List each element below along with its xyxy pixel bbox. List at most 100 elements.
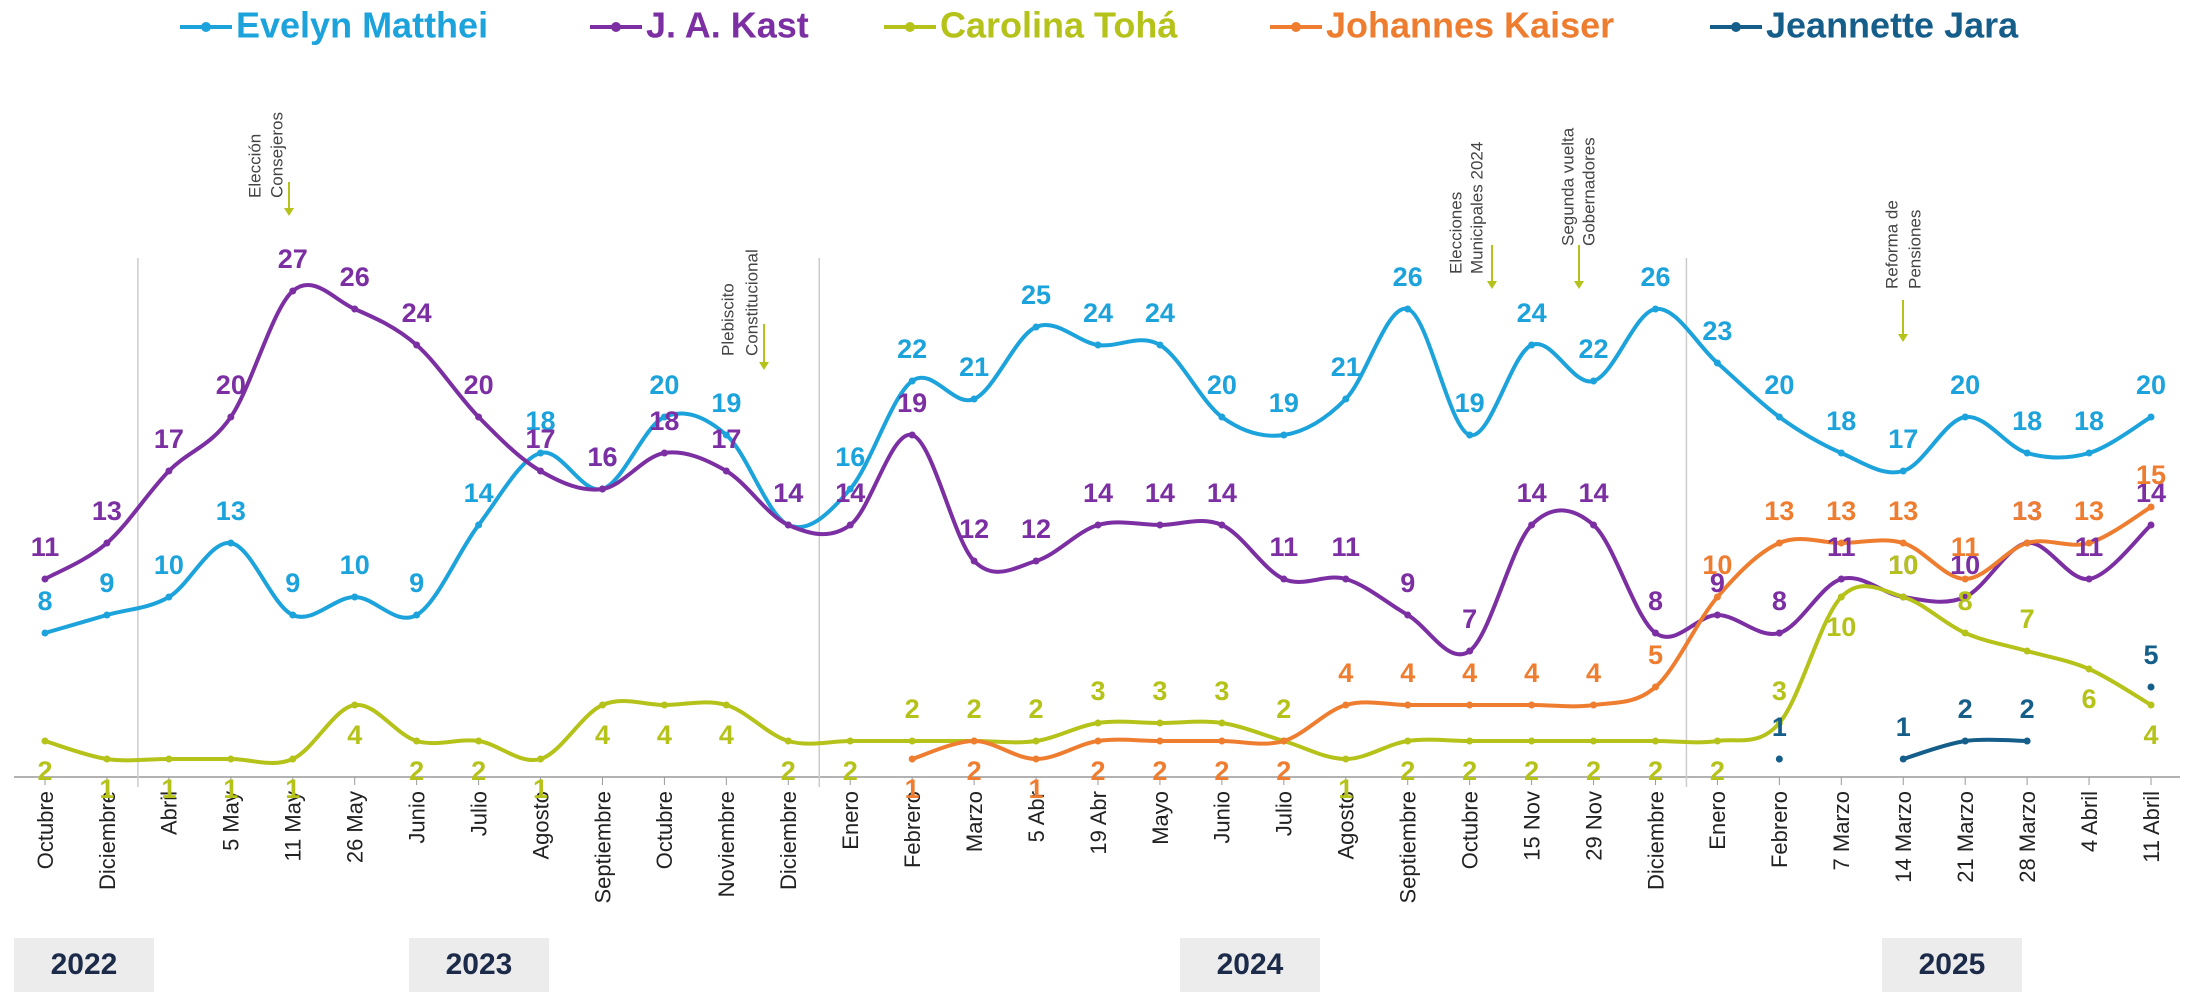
marker [2147,683,2155,691]
marker [722,467,730,475]
data-label: 11 [2075,532,2104,562]
marker [1961,737,1969,745]
annotation: Elecciones [1446,192,1465,274]
data-label: 2 [37,756,52,786]
marker [908,377,916,385]
x-tick-label: Mayo [1148,791,1173,845]
data-label: 8 [1772,586,1787,616]
data-label: 2 [843,756,858,786]
marker [1775,413,1783,421]
data-label: 1 [905,774,920,804]
data-label: 4 [1462,658,1477,688]
marker [1280,431,1288,439]
data-label: 10 [1826,612,1856,642]
annotation-arrowhead [759,362,769,370]
year-label: 2025 [1919,948,1986,981]
legend-marker [611,22,621,32]
data-label: 16 [587,442,617,472]
marker [413,341,421,349]
data-label: 2 [1586,756,1601,786]
marker [537,755,545,763]
marker [1837,449,1845,457]
marker [1961,629,1969,637]
data-label: 4 [1400,658,1415,688]
marker [1713,611,1721,619]
data-label: 2 [471,756,486,786]
x-tick-label: Diciembre [776,791,801,890]
marker [103,755,111,763]
data-label: 12 [1021,514,1051,544]
marker [1837,593,1845,601]
data-label: 25 [1021,280,1051,310]
marker [1590,701,1598,709]
marker [289,287,297,295]
marker [1218,719,1226,727]
data-label: 2 [905,694,920,724]
marker [475,521,483,529]
marker [1218,737,1226,745]
data-label: 5 [2143,640,2158,670]
marker [537,467,545,475]
marker [1713,359,1721,367]
x-tick-label: 7 Marzo [1829,791,1854,870]
marker [165,755,173,763]
annotation: Elección [245,134,264,198]
marker [846,521,854,529]
data-label: 15 [2136,460,2166,490]
legend-marker [905,22,915,32]
marker [2085,575,2093,583]
x-tick-label: Agosto [1334,791,1359,860]
marker [1651,305,1659,313]
data-label: 14 [773,478,803,508]
data-label: 18 [2074,406,2104,436]
marker [1280,575,1288,583]
legend-label: Carolina Tohá [940,5,1178,46]
data-label: 2 [1029,694,1044,724]
marker [1775,755,1783,763]
data-label: 26 [1393,262,1423,292]
x-tick-label: Octubre [652,791,677,869]
data-label: 4 [1586,658,1601,688]
marker [2023,647,2031,655]
marker [1961,413,1969,421]
data-label: 24 [1145,298,1175,328]
data-label: 27 [278,244,308,274]
data-label: 21 [959,352,989,382]
year-box [1180,938,1320,992]
data-label: 13 [1888,496,1918,526]
data-label: 17 [154,424,184,454]
marker [2085,449,2093,457]
data-label: 2 [1276,694,1291,724]
data-label: 2 [1648,756,1663,786]
marker [1404,737,1412,745]
x-tick-label: Febrero [900,791,925,868]
data-label: 19 [1455,388,1485,418]
marker [1837,539,1845,547]
marker [722,431,730,439]
marker [1094,521,1102,529]
year-box [409,938,549,992]
data-label: 2 [1958,694,1973,724]
marker [660,701,668,709]
annotation: Municipales 2024 [1467,142,1486,274]
data-label: 13 [2074,496,2104,526]
annotation: Segunda vuelta [1558,127,1577,246]
annotation: Pensiones [1905,210,1924,289]
data-label: 11 [31,532,60,562]
marker [1528,737,1536,745]
legend-marker [1731,22,1741,32]
data-label: 2 [1524,756,1539,786]
x-tick-label: 4 Abril [2077,791,2102,852]
data-label: 23 [1702,316,1732,346]
marker [1961,593,1969,601]
marker [227,539,235,547]
marker [1466,431,1474,439]
data-label: 4 [1338,658,1353,688]
marker [41,629,49,637]
data-label: 11 [1270,532,1299,562]
data-label: 4 [657,720,672,750]
x-tick-label: Enero [838,791,863,850]
data-label: 20 [649,370,679,400]
x-tick-label: Enero [1705,791,1730,850]
legend-label: Evelyn Matthei [236,5,488,46]
